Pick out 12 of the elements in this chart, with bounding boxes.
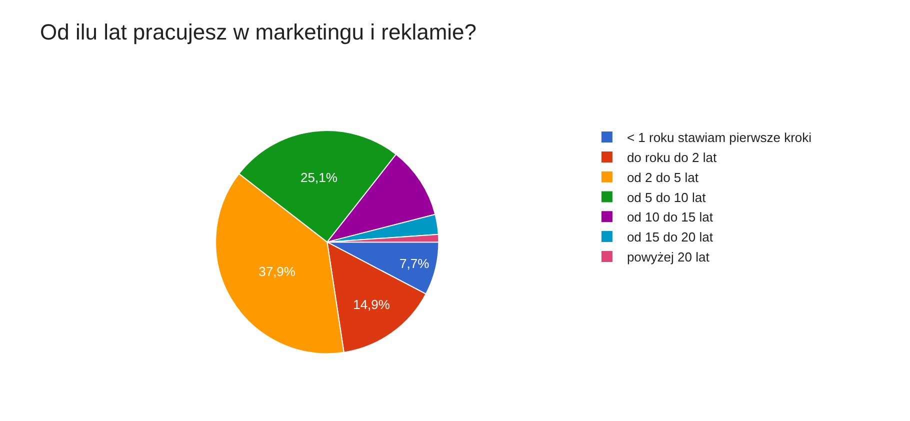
legend-label: < 1 roku stawiam pierwsze kroki xyxy=(626,130,812,146)
chart-title: Od ilu lat pracujesz w marketingu i reklamie? xyxy=(40,20,477,45)
data-label: 25,1% xyxy=(300,170,338,185)
legend-label: od 2 do 5 lat xyxy=(626,170,699,185)
legend-label: od 5 do 10 lat xyxy=(626,190,706,205)
data-label: 7,7% xyxy=(399,256,430,272)
legend-label: powyżej 20 lat xyxy=(626,250,710,265)
data-label: 37,9% xyxy=(258,264,296,279)
legend-label: od 10 do 15 lat xyxy=(626,210,714,225)
legend-label: do roku do 2 lat xyxy=(626,150,717,166)
data-label: 14,9% xyxy=(353,297,390,312)
legend-label: od 15 do 20 lat xyxy=(626,230,714,245)
